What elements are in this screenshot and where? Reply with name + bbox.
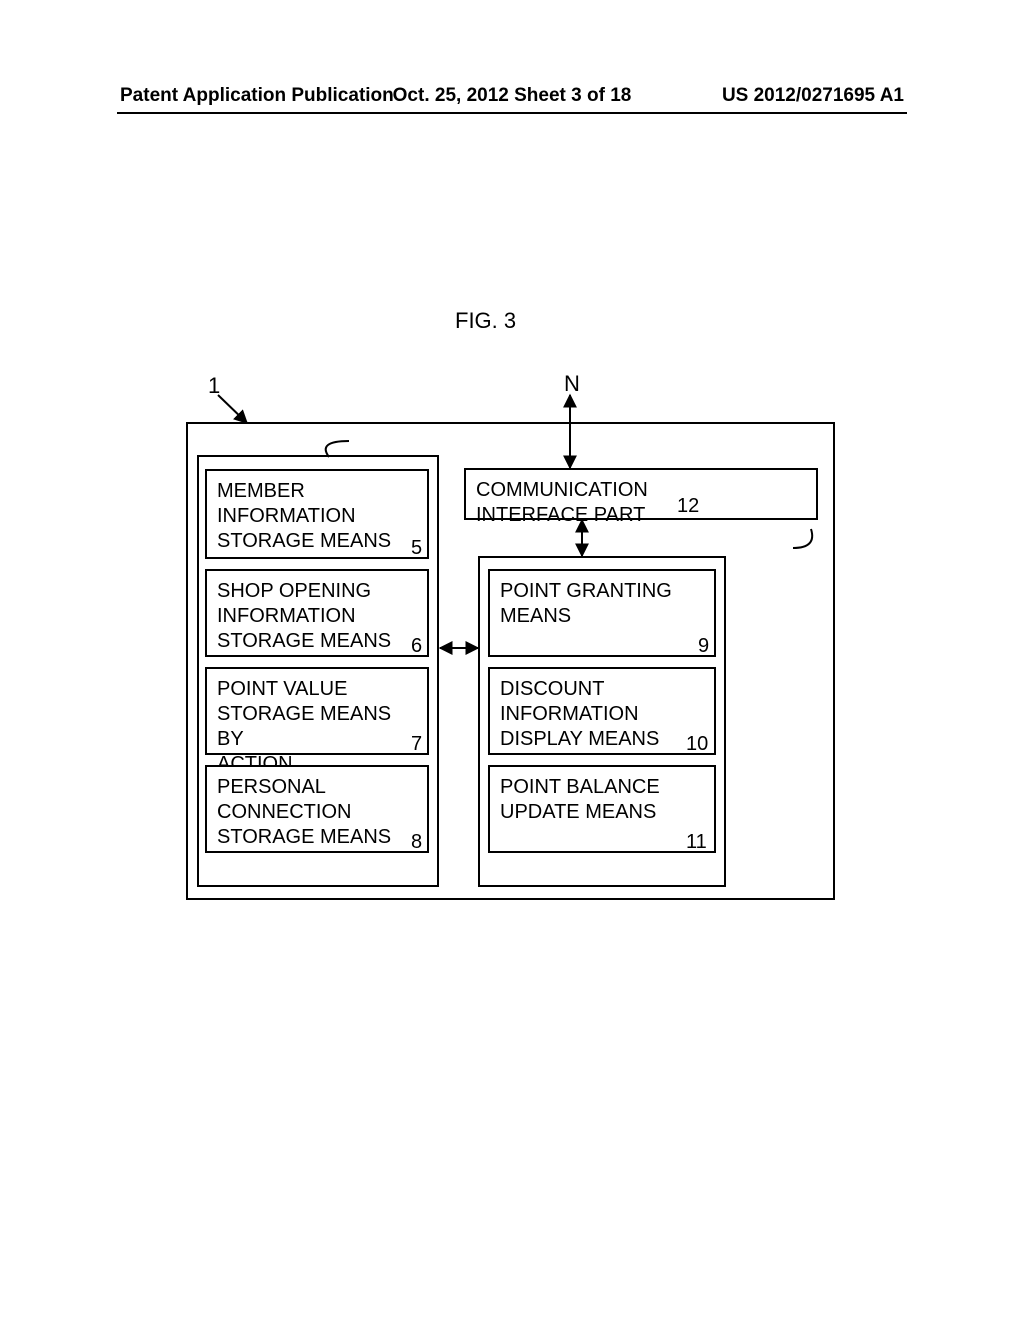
leader-4 bbox=[793, 529, 812, 548]
diagram-connectors bbox=[0, 0, 1024, 1320]
leader-arrow-1 bbox=[218, 395, 247, 423]
leader-3 bbox=[326, 441, 349, 457]
